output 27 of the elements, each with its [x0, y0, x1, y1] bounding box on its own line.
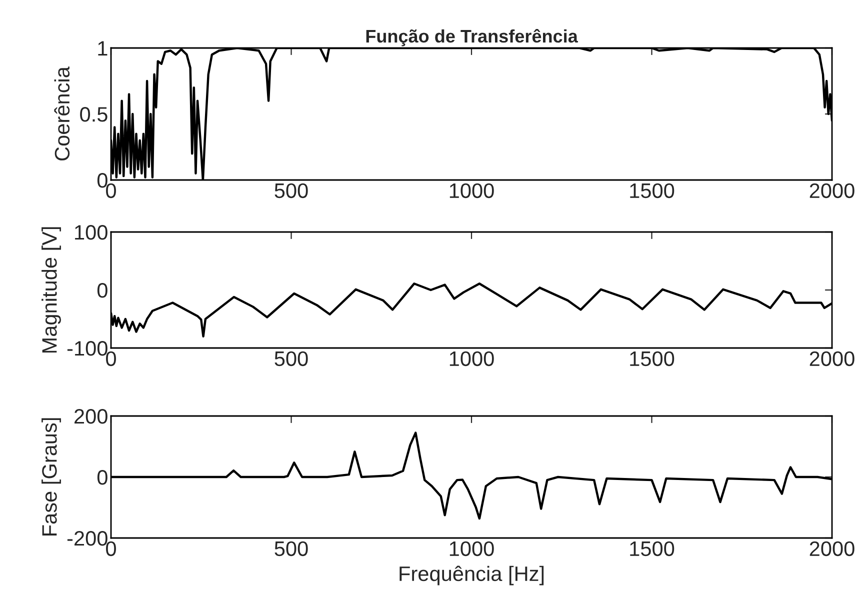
- x-tick-label: 500: [274, 541, 308, 556]
- x-tick-label: 1000: [450, 541, 494, 556]
- line-series: [111, 48, 832, 180]
- x-tick-label: 1500: [630, 541, 674, 556]
- y-tick-label: 100: [75, 225, 108, 240]
- x-tick-label: 1500: [630, 351, 674, 366]
- x-tick-label: 2000: [810, 541, 854, 556]
- x-tick-label: 1500: [630, 183, 674, 198]
- x-tick-label: 500: [274, 183, 308, 198]
- x-tick-label: 2000: [810, 351, 854, 366]
- y-tick-label: 0.5: [80, 107, 108, 122]
- y-tick-label: 1: [98, 41, 108, 56]
- y-tick-label: -100: [67, 341, 108, 356]
- y-tick-label: 0: [97, 173, 108, 188]
- x-axis-title: Frequência [Hz]: [400, 566, 544, 586]
- x-tick-label: 1000: [450, 351, 494, 366]
- x-tick-label: 1000: [450, 183, 494, 198]
- y-tick-label: 200: [74, 409, 108, 424]
- y-axis-title: Fase [Graus]: [42, 418, 61, 536]
- y-tick-label: 0: [97, 283, 108, 298]
- y-axis-title: Coerência: [54, 66, 70, 160]
- chart-title: Função de Transferência: [366, 28, 578, 46]
- y-tick-label: 0: [97, 470, 108, 485]
- y-tick-label: -200: [67, 531, 108, 546]
- y-axis-title: Magnitude [V]: [42, 227, 61, 353]
- x-tick-label: 500: [274, 351, 308, 366]
- x-tick-label: 2000: [810, 183, 854, 198]
